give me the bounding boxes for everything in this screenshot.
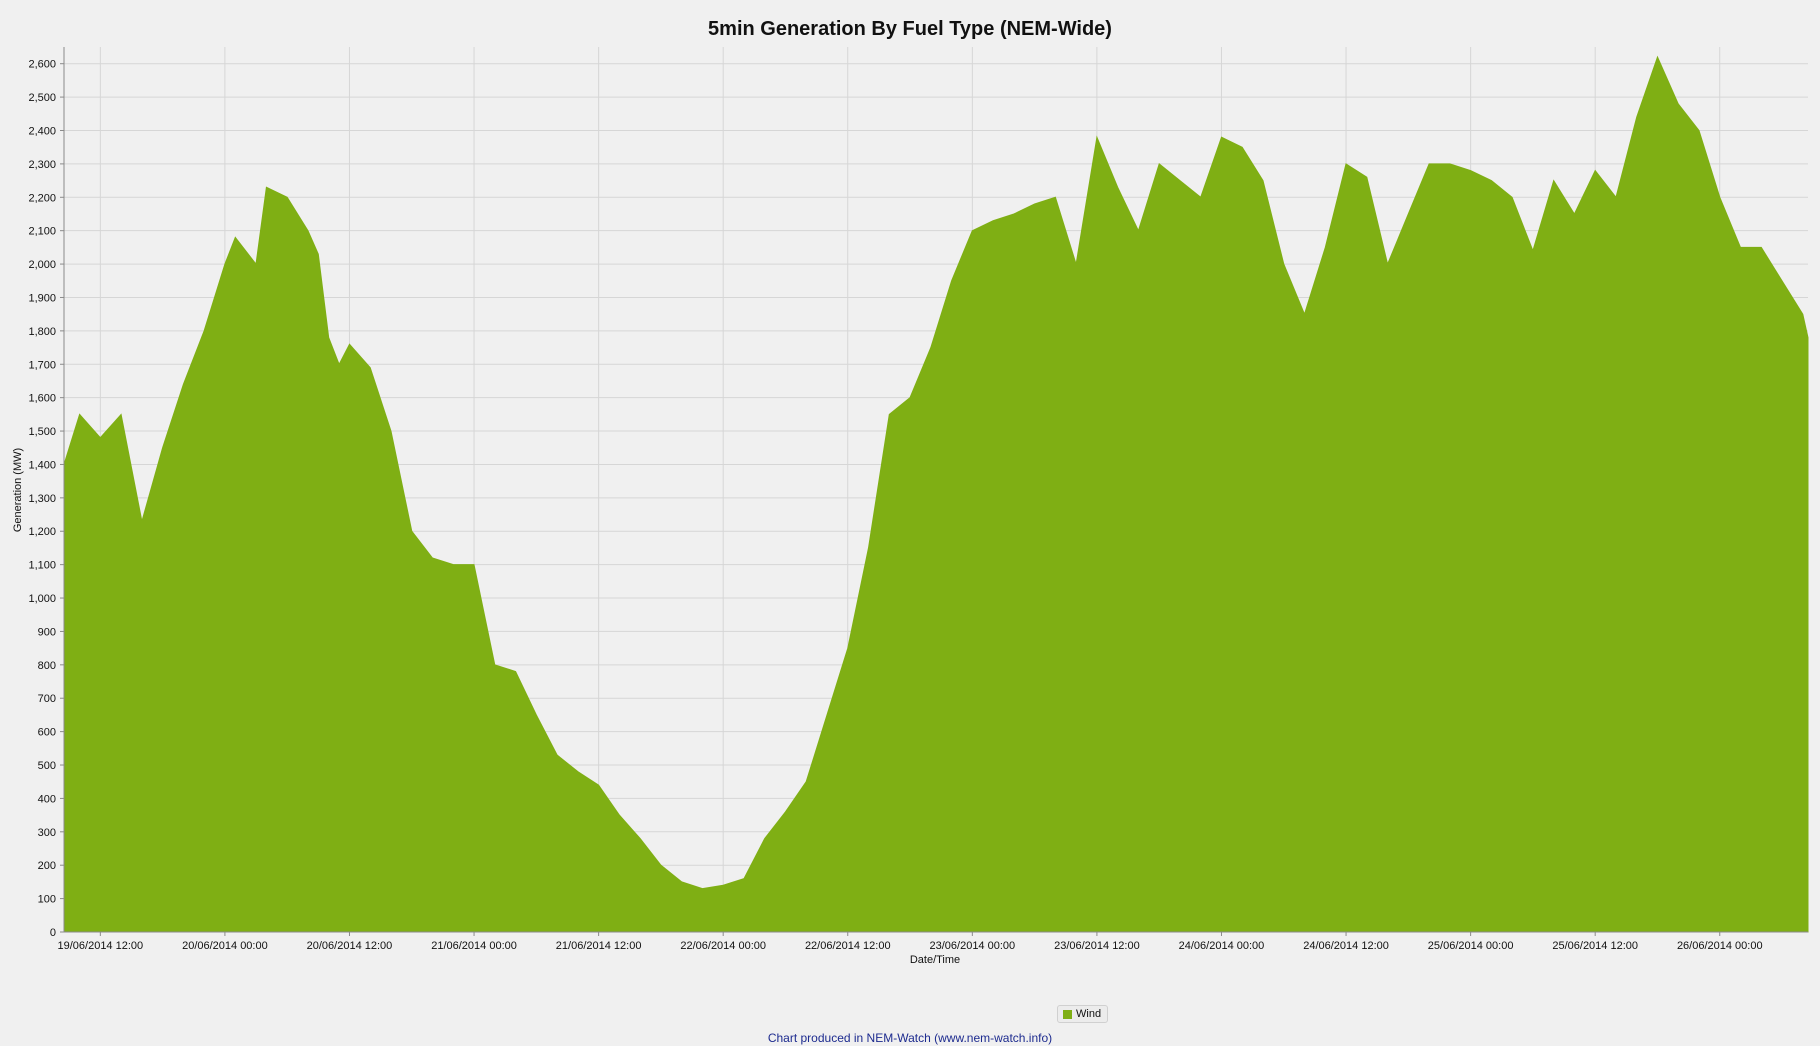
x-tick-label: 25/06/2014 12:00 bbox=[1552, 940, 1638, 952]
y-tick-label: 300 bbox=[38, 827, 56, 839]
x-axis-ticks: 19/06/2014 12:00 20/06/2014 00:00 20/06/20… bbox=[58, 932, 1763, 952]
y-tick-label: 900 bbox=[38, 626, 56, 638]
x-tick-label: 23/06/2014 12:00 bbox=[1054, 940, 1140, 952]
y-tick-label: 100 bbox=[38, 894, 56, 906]
y-tick-label: 1,400 bbox=[28, 459, 56, 471]
y-tick-label: 500 bbox=[38, 760, 56, 772]
x-tick-label: 22/06/2014 12:00 bbox=[805, 940, 891, 952]
wind-area-series bbox=[63, 55, 1809, 933]
y-tick-label: 1,700 bbox=[28, 359, 56, 371]
y-tick-label: 600 bbox=[38, 727, 56, 739]
y-tick-label: 200 bbox=[38, 860, 56, 872]
y-tick-label: 2,000 bbox=[28, 259, 56, 271]
x-tick-label: 25/06/2014 00:00 bbox=[1428, 940, 1514, 952]
x-tick-label: 22/06/2014 00:00 bbox=[680, 940, 766, 952]
x-tick-label: 20/06/2014 00:00 bbox=[182, 940, 268, 952]
x-tick-label: 21/06/2014 12:00 bbox=[556, 940, 642, 952]
x-tick-label: 23/06/2014 00:00 bbox=[930, 940, 1016, 952]
x-tick-label: 19/06/2014 12:00 bbox=[58, 940, 144, 952]
y-tick-label: 2,200 bbox=[28, 192, 56, 204]
y-tick-label: 2,500 bbox=[28, 92, 56, 104]
chart-title: 5min Generation By Fuel Type (NEM-Wide) bbox=[708, 18, 1112, 40]
y-tick-label: 2,300 bbox=[28, 159, 56, 171]
legend: Wind bbox=[1057, 1005, 1109, 1023]
y-tick-label: 2,100 bbox=[28, 226, 56, 238]
y-tick-label: 1,500 bbox=[28, 426, 56, 438]
y-tick-label: 1,200 bbox=[28, 526, 56, 538]
wind-area bbox=[63, 55, 1809, 933]
y-tick-label: 800 bbox=[38, 660, 56, 672]
y-tick-label: 1,900 bbox=[28, 292, 56, 304]
y-tick-label: 1,800 bbox=[28, 326, 56, 338]
y-tick-label: 700 bbox=[38, 693, 56, 705]
y-axis-ticks: 0 100 200 300 400 500 600 700 800 900 1,000 1,100 1,… bbox=[28, 59, 64, 939]
x-tick-label: 24/06/2014 12:00 bbox=[1303, 940, 1389, 952]
axes bbox=[63, 47, 1808, 933]
x-axis-title: Date/Time bbox=[910, 954, 960, 966]
y-tick-label: 1,600 bbox=[28, 393, 56, 405]
chart-credit: Chart produced in NEM-Watch (www.nem-wat… bbox=[767, 1031, 1053, 1045]
y-tick-label: 1,300 bbox=[28, 493, 56, 505]
y-tick-label: 1,000 bbox=[28, 593, 56, 605]
y-tick-label: 2,600 bbox=[28, 59, 56, 71]
legend-label-wind: Wind bbox=[1076, 1008, 1102, 1020]
y-axis-title: Generation (MW) bbox=[12, 448, 24, 532]
x-tick-label: 21/06/2014 00:00 bbox=[431, 940, 517, 952]
y-tick-label: 0 bbox=[50, 927, 56, 939]
x-tick-label: 26/06/2014 00:00 bbox=[1677, 940, 1763, 952]
x-tick-label: 20/06/2014 12:00 bbox=[307, 940, 393, 952]
y-tick-label: 1,100 bbox=[28, 560, 56, 572]
y-tick-label: 400 bbox=[38, 793, 56, 805]
y-tick-label: 2,400 bbox=[28, 125, 56, 137]
legend-swatch-wind bbox=[1063, 1009, 1072, 1019]
x-tick-label: 24/06/2014 00:00 bbox=[1179, 940, 1265, 952]
